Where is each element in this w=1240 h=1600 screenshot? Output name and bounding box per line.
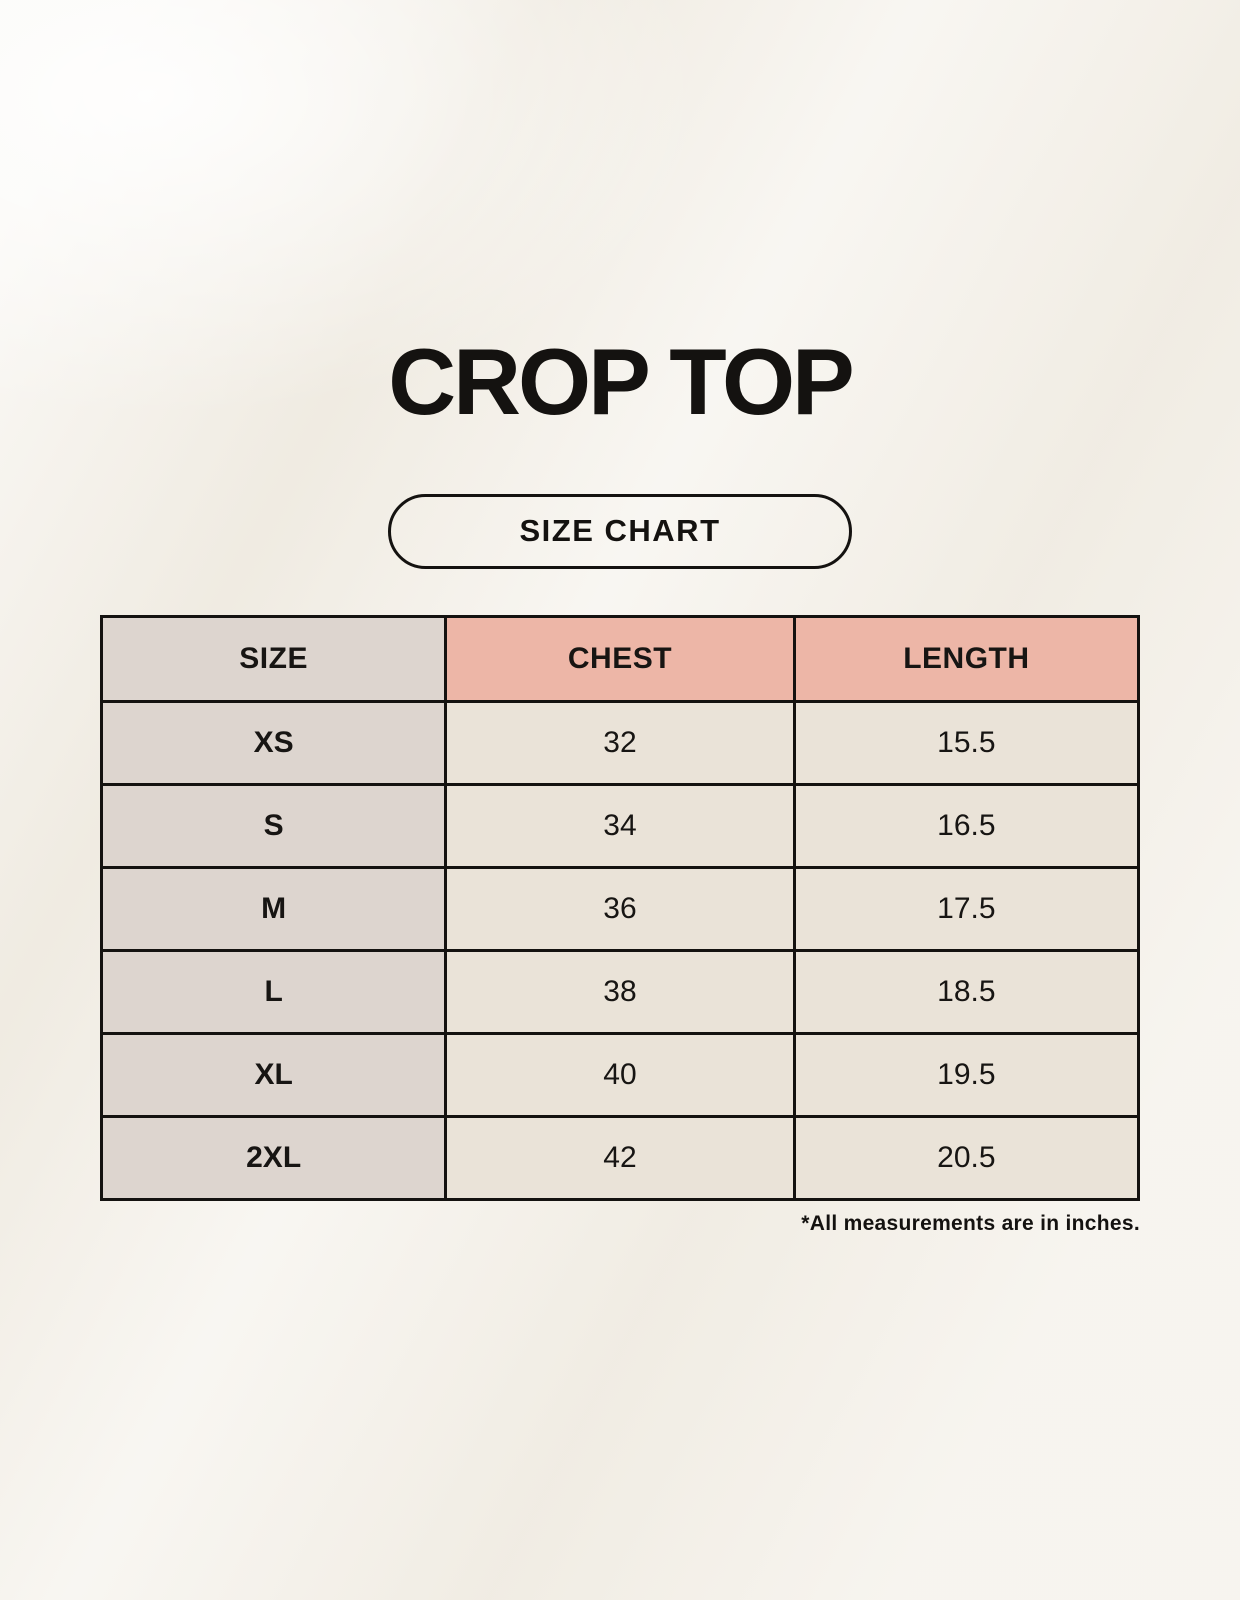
column-header-size: SIZE — [99, 614, 448, 703]
table-row-xs: XS 32 15.5 — [99, 699, 1141, 786]
size-cell: M — [99, 865, 448, 952]
column-header-chest: CHEST — [444, 614, 796, 703]
size-chart-table: SIZE CHEST LENGTH XS 32 15.5 S 34 16.5 M — [99, 614, 1141, 1201]
measurements-footnote: *All measurements are in inches. — [801, 1211, 1140, 1235]
chest-cell: 32 — [444, 699, 796, 786]
size-chart-badge-label: SIZE CHART — [519, 513, 721, 549]
chest-cell: 42 — [444, 1114, 796, 1201]
table-row-s: S 34 16.5 — [99, 782, 1141, 869]
length-cell: 16.5 — [792, 782, 1141, 869]
chest-cell: 38 — [444, 948, 796, 1035]
size-cell: L — [99, 948, 448, 1035]
size-cell: XS — [99, 699, 448, 786]
table-row-m: M 36 17.5 — [99, 865, 1141, 952]
chest-cell: 40 — [444, 1031, 796, 1118]
size-chart-table-container: SIZE CHEST LENGTH XS 32 15.5 S 34 16.5 M — [99, 614, 1141, 1201]
length-cell: 18.5 — [792, 948, 1141, 1035]
size-chart-badge: SIZE CHART — [388, 493, 852, 569]
size-cell: 2XL — [99, 1114, 448, 1201]
length-cell: 19.5 — [792, 1031, 1141, 1118]
table-row-xl: XL 40 19.5 — [99, 1031, 1141, 1118]
length-cell: 20.5 — [792, 1114, 1141, 1201]
table-row-l: L 38 18.5 — [99, 948, 1141, 1035]
length-cell: 15.5 — [792, 699, 1141, 786]
length-cell: 17.5 — [792, 865, 1141, 952]
chest-cell: 36 — [444, 865, 796, 952]
size-cell: XL — [99, 1031, 448, 1118]
chest-cell: 34 — [444, 782, 796, 869]
table-row-2xl: 2XL 42 20.5 — [99, 1114, 1141, 1201]
header-row: SIZE CHEST LENGTH — [99, 614, 1141, 703]
column-header-length: LENGTH — [792, 614, 1141, 703]
size-cell: S — [99, 782, 448, 869]
product-title: CROP TOP — [388, 329, 855, 434]
